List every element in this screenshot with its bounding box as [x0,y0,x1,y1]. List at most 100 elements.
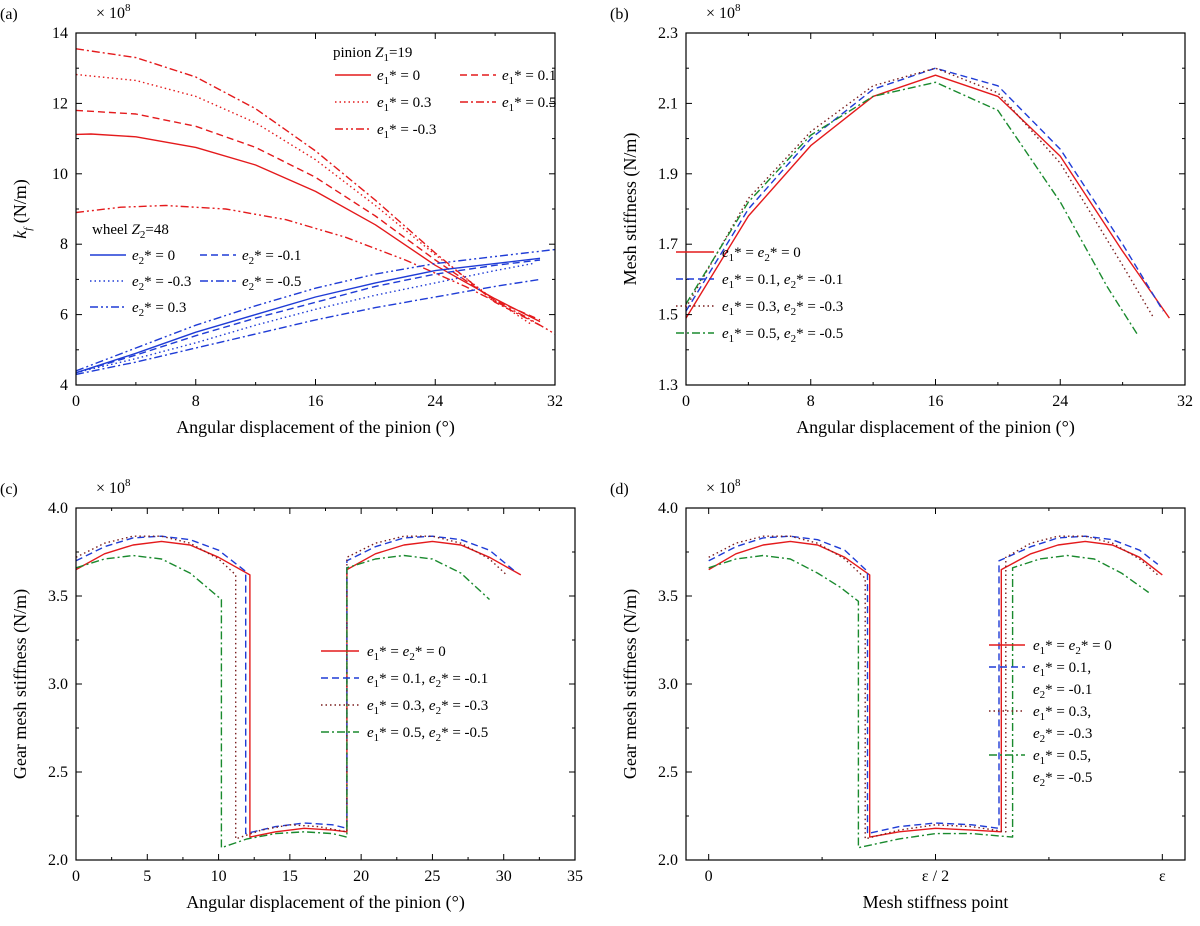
axis-multiplier: × 108 [96,2,131,22]
y-tick-label: 1.7 [658,236,678,253]
y-tick-label: 6 [60,307,68,324]
axis-multiplier: × 108 [96,477,131,497]
series-line [76,540,522,838]
panel-b: 0 8 16 24 32 1.3 1.5 1.7 1.9 2.1 2.3 × 108 (b) Angula… [610,2,1193,438]
legend: e1* = e2* = 0 e1* = 0.1, e2* = -0.1 e1* = … [321,644,488,744]
legend-entry: e1* = 0.3, e2* = -0.3 [722,299,843,318]
x-tick-label: ε / 2 [922,868,949,885]
legend-entry: e1* = e2* = 0 [367,644,446,663]
legend-entry: e1* = 0.1, [1033,660,1091,679]
legend-entry: e1* = 0.3 [377,95,431,114]
legend-entry-continued: e2* = -0.3 [1033,726,1092,745]
series-line [76,48,541,326]
y-tick-label: 4 [60,377,68,394]
legend-entry: e1* = 0.1, e2* = -0.1 [722,272,843,291]
y-tick-label: 4.0 [658,500,678,517]
legend-group-title: wheel Z2=48 [92,222,169,241]
legend: pinion Z1=19 e1* = 0 e1* = 0.1 e1* = 0.3 e1*… [90,45,556,319]
panel-d: 0 ε / 2 ε 2.0 2.5 3.0 3.5 4.0 × 108 (d) Mesh stiff… [610,477,1186,912]
series-line [686,67,1164,312]
legend-entry: e2* = 0 [132,248,175,267]
series-line [76,535,516,835]
x-tick-label: 5 [143,868,151,885]
series-line [76,278,541,376]
y-axis-label: Gear mesh stiffness (N/m) [10,589,31,779]
legend-entry: e2* = 0.3 [132,300,186,319]
x-tick-label: 24 [1052,393,1068,410]
x-axis-label: Angular displacement of the pinion (°) [176,417,455,438]
legend-entry: e1* = -0.3 [377,122,436,141]
x-tick-label: 0 [72,868,80,885]
series-line [76,248,555,372]
y-tick-label: 10 [52,166,68,183]
x-tick-label: 35 [567,868,583,885]
panel-label: (c) [0,481,18,498]
series-line [76,73,533,326]
legend-entry: e1* = 0.1, e2* = -0.1 [367,671,488,690]
x-tick-label: ε [1159,868,1166,885]
series-line [76,554,490,849]
series-line [76,204,555,335]
y-tick-label: 14 [52,25,68,42]
x-tick-label: 25 [424,868,440,885]
x-tick-label: 30 [496,868,512,885]
y-tick-label: 2.0 [48,852,68,869]
axis-multiplier: × 108 [706,2,741,22]
x-axis-label: Angular displacement of the pinion (°) [186,892,465,913]
y-tick-label: 3.5 [48,588,68,605]
legend-entry: e1* = 0.5, [1033,748,1091,767]
x-tick-label: 32 [1177,393,1193,410]
panel-label: (a) [0,6,18,23]
series-line [708,535,1159,840]
series-line [708,554,1150,849]
plot-frame [685,507,1186,861]
legend-entry: e1* = 0.1 [502,68,556,87]
legend-group-title: pinion Z1=19 [333,45,412,64]
x-tick-label: 32 [547,393,563,410]
series-line [76,133,541,323]
y-tick-label: 3.5 [658,588,678,605]
y-tick-label: 1.5 [658,307,678,324]
legend-entry: e1* = 0.3, e2* = -0.3 [367,698,488,717]
x-axis-label: Mesh stiffness point [863,892,1009,912]
legend-entry: e1* = e2* = 0 [722,245,801,264]
legend-entry: e1* = 0.5, e2* = -0.5 [367,725,488,744]
legend: e1* = e2* = 0 e1* = 0.1, e2* = -0.1 e1* = 0… [989,638,1112,789]
x-tick-label: 8 [807,393,815,410]
legend-entry: e1* = 0 [377,68,420,87]
y-tick-label: 4.0 [48,500,68,517]
axis-multiplier: × 108 [706,477,741,497]
legend-entry: e1* = 0.5, e2* = -0.5 [722,326,843,345]
series-group [686,67,1170,337]
plot-frame [75,507,576,861]
y-axis-label: Mesh stiffness (N/m) [620,133,641,286]
legend-entry: e2* = -0.5 [242,274,301,293]
y-tick-label: 3.0 [48,676,68,693]
legend-entry-continued: e2* = -0.1 [1033,682,1092,701]
y-tick-label: 12 [52,95,68,112]
series-line [708,540,1163,838]
x-tick-label: 0 [72,393,80,410]
y-tick-label: 2.0 [658,852,678,869]
legend-entry: e1* = 0.3, [1033,704,1091,723]
x-tick-label: 24 [427,393,443,410]
series-group [76,48,555,376]
legend-entry-continued: e2* = -0.5 [1033,770,1092,789]
y-tick-label: 2.3 [658,25,678,42]
x-tick-label: 20 [353,868,369,885]
x-tick-label: 8 [192,393,200,410]
x-tick-label: 10 [211,868,227,885]
legend-entry: e1* = e2* = 0 [1033,638,1112,657]
series-line [686,74,1170,319]
legend: e1* = e2* = 0 e1* = 0.1, e2* = -0.1 e1* = … [676,245,843,345]
x-tick-label: 15 [282,868,298,885]
legend-entry: e2* = -0.3 [132,274,191,293]
y-axis-label: Gear mesh stiffness (N/m) [620,589,641,779]
series-line [76,109,541,321]
series-line [76,259,541,374]
panel-c: 0 5 10 15 20 25 30 35 2.0 2.5 3.0 3.5 4.0 × 108 (c) Ang… [0,477,583,913]
y-tick-label: 1.3 [658,377,678,394]
y-tick-label: 1.9 [658,166,678,183]
y-tick-label: 3.0 [658,676,678,693]
